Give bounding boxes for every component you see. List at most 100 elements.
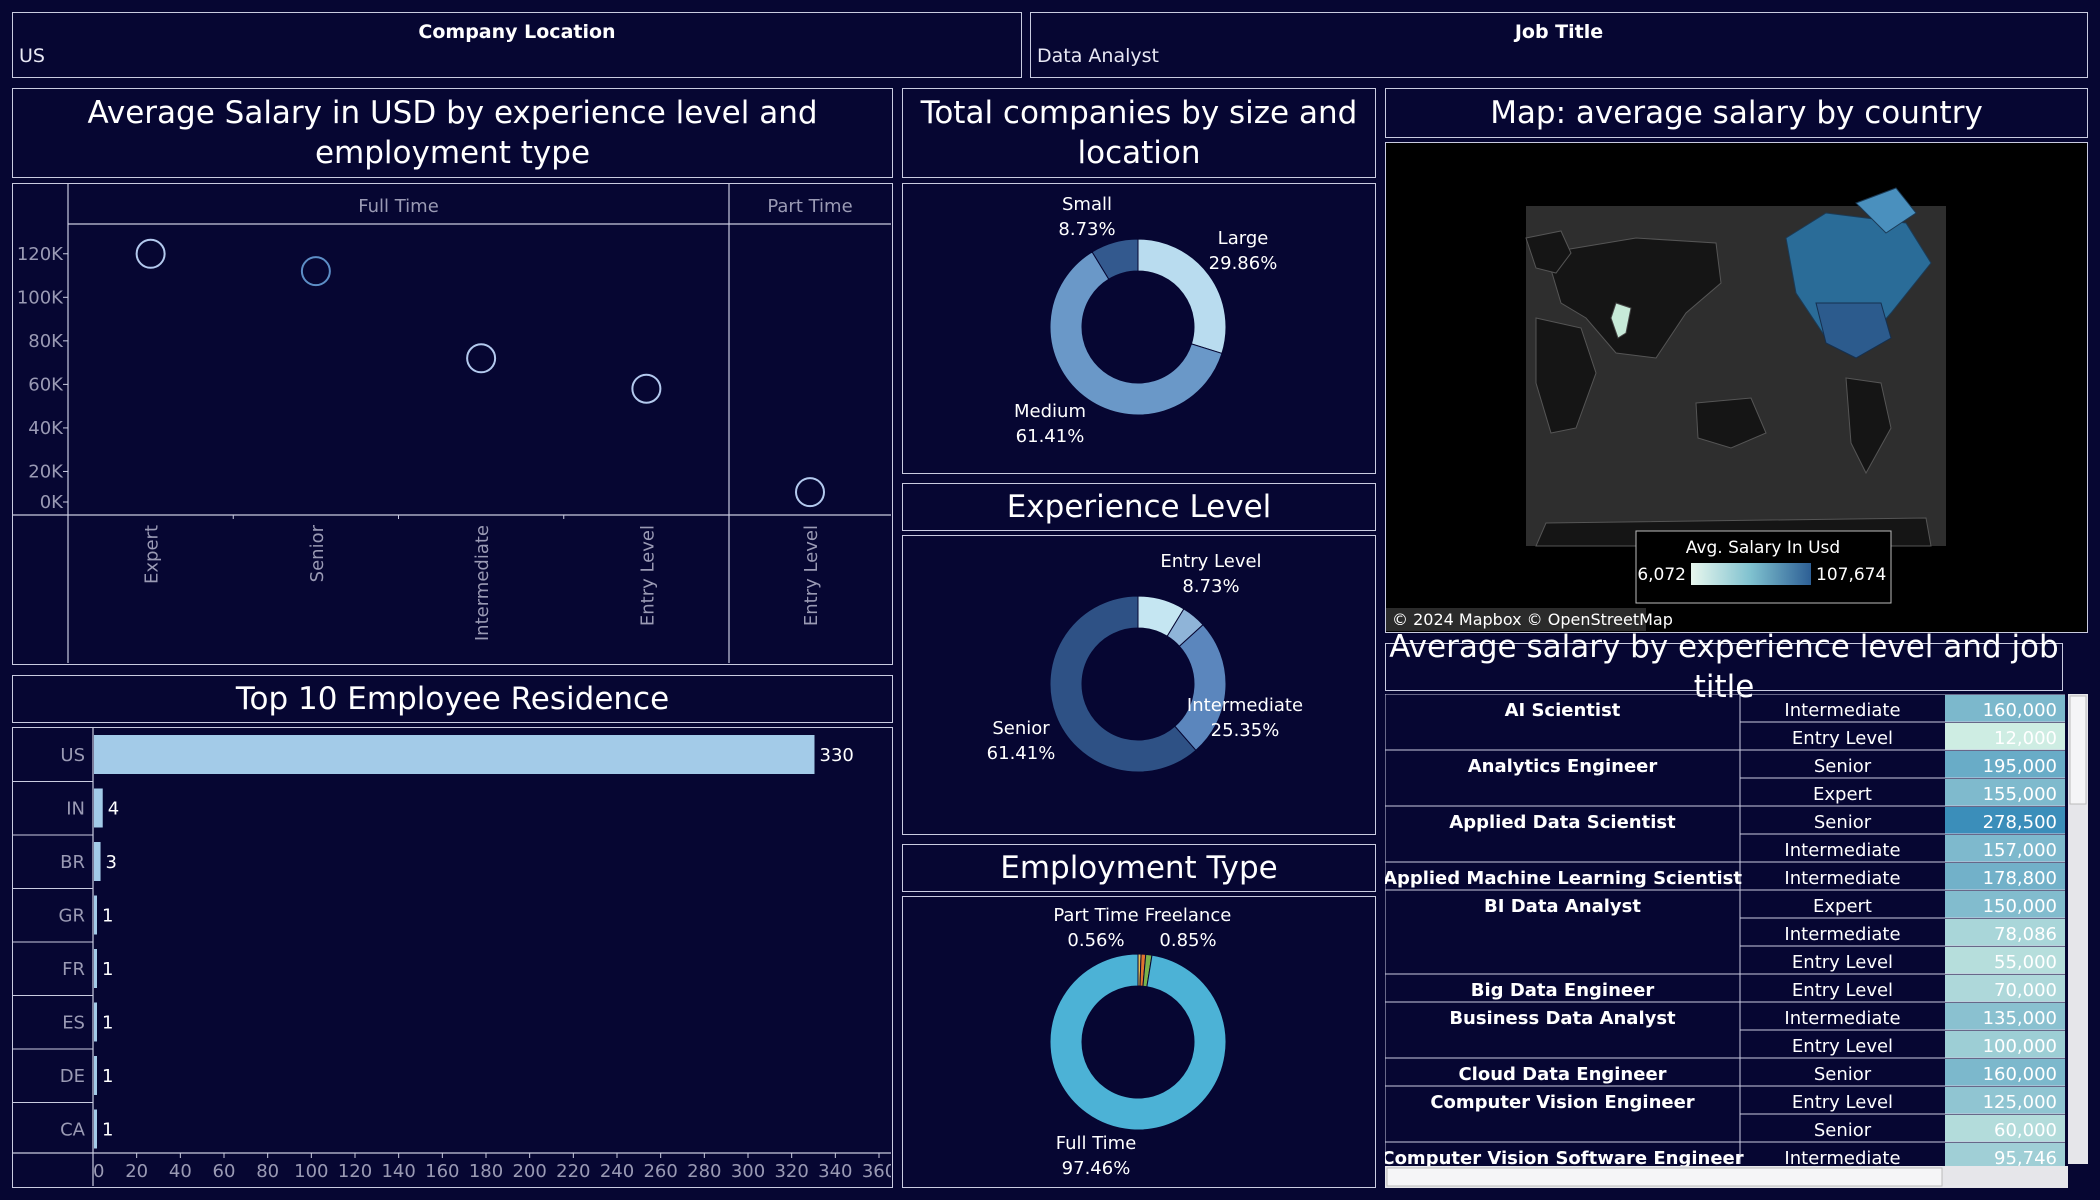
salary-cell: 178,800: [1983, 868, 2057, 889]
scatter-point: [795, 477, 825, 508]
map-attribution-bg: [1386, 608, 1646, 631]
slice-label: Entry Level: [1160, 551, 1261, 572]
bar-value-label: 4: [108, 799, 119, 820]
land-asia: [1545, 237, 1722, 359]
salary-cell-bg: [1945, 891, 2065, 918]
donut-slice: [1049, 251, 1223, 416]
table-scrollbar-thumb: [2069, 695, 2087, 805]
job-title-cell: Analytics Engineer: [1468, 756, 1658, 777]
job-title-filter[interactable]: Job Title Data Analyst: [1030, 12, 2088, 78]
experience-donut-chart: Entry Level 8.73% Intermediate 25.35% Senior…: [987, 551, 1303, 773]
residence-title: Top 10 Employee Residence: [12, 675, 893, 723]
scatter-point: [631, 373, 662, 404]
bar-category-label: FR: [62, 959, 85, 980]
bar: [94, 735, 815, 774]
x-tick-label: 360: [862, 1161, 891, 1182]
x-tick-label: 300: [731, 1161, 765, 1182]
company-location-value[interactable]: US: [19, 45, 45, 67]
map-panel[interactable]: Avg. Salary In Usd 6,072 107,674 © 2024 …: [1385, 142, 2088, 633]
bar-category-label: CA: [60, 1120, 86, 1141]
x-category-label: Entry Level: [801, 525, 822, 626]
experience-cell: Intermediate: [1784, 868, 1900, 889]
y-tick-label: 0K: [40, 492, 64, 513]
x-category-label: Entry Level: [637, 525, 658, 626]
salary-cell: 155,000: [1983, 784, 2057, 805]
salary-cell-bg: [1945, 975, 2065, 1002]
x-tick-label: 200: [512, 1161, 546, 1182]
company-location-label: Company Location: [418, 21, 616, 43]
experience-cell: Senior: [1814, 1064, 1872, 1085]
experience-cell: Entry Level: [1792, 1036, 1893, 1057]
bar-value-label: 1: [102, 1066, 113, 1087]
salary-cell: 160,000: [1983, 700, 2057, 721]
residence-title-text: Top 10 Employee Residence: [235, 681, 670, 717]
map-legend-max: 107,674: [1816, 565, 1886, 585]
experience-cell: Entry Level: [1792, 952, 1893, 973]
scatter-point: [466, 343, 497, 374]
experience-cell: Senior: [1814, 756, 1872, 777]
job-title-label: Job Title: [1514, 21, 1604, 43]
bar: [94, 1056, 97, 1095]
employment-donut-chart: Part Time 0.56% Freelance 0.85% Full Time 97.…: [1049, 905, 1231, 1179]
job-title-value[interactable]: Data Analyst: [1037, 45, 1159, 67]
scatter-chart: 120K 100K 80K 60K 40K 20K 0K Full Time Expert Sen…: [13, 184, 891, 663]
bar-value-label: 1: [102, 959, 113, 980]
bar: [94, 788, 103, 828]
x-tick-label: 260: [643, 1161, 677, 1182]
salary-cell-bg: [1945, 1031, 2065, 1058]
y-tick-label: 100K: [17, 287, 64, 308]
y-tick-label: 60K: [28, 374, 64, 395]
bar: [94, 842, 101, 881]
experience-cell: Intermediate: [1784, 1148, 1900, 1169]
slice-pct-label: 61.41%: [1016, 426, 1085, 447]
y-tick-label: 40K: [28, 418, 64, 439]
salary-cell: 160,000: [1983, 1064, 2057, 1085]
job-title-cell: Business Data Analyst: [1449, 1008, 1676, 1029]
bar-value-label: 1: [102, 1013, 113, 1034]
bar-category-label: BR: [60, 852, 85, 873]
bar-category-label: US: [60, 745, 85, 766]
salary-cell-bg: [1945, 1059, 2065, 1086]
salary-cell: 278,500: [1983, 812, 2057, 833]
experience-cell: Entry Level: [1792, 980, 1893, 1001]
scatter-title-text: Average Salary in USD by experience leve…: [87, 95, 818, 171]
companies-title-text: Total companies by size and location: [920, 95, 1358, 171]
companies-title: Total companies by size and location: [902, 88, 1376, 178]
salary-cell-bg: [1945, 1143, 2065, 1170]
salary-table-panel[interactable]: AI Scientist Intermediate 160,000 Entry Lev…: [1385, 694, 2088, 1188]
map-title: Map: average salary by country: [1385, 88, 2088, 138]
scatter-point: [135, 238, 166, 269]
experience-cell: Intermediate: [1784, 840, 1900, 861]
salary-cell: 195,000: [1983, 756, 2057, 777]
slice-pct-label: 25.35%: [1211, 720, 1280, 741]
job-title-cell: Applied Machine Learning Scientist: [1385, 868, 1742, 889]
bar-category-label: GR: [59, 906, 85, 927]
bar-category-label: IN: [66, 799, 85, 820]
bar: [94, 949, 97, 988]
x-tick-label: 120: [338, 1161, 372, 1182]
donut-slice: [1137, 238, 1227, 355]
x-tick-label: 180: [469, 1161, 503, 1182]
x-tick-label: 340: [818, 1161, 852, 1182]
experience-title: Experience Level: [902, 483, 1376, 531]
world-map[interactable]: Avg. Salary In Usd 6,072 107,674 © 2024 …: [1386, 143, 2086, 631]
company-location-filter[interactable]: Company Location US: [12, 12, 1022, 78]
y-tick-label: 120K: [17, 244, 64, 265]
salary-cell-bg: [1945, 863, 2065, 890]
job-title-cell: Cloud Data Engineer: [1458, 1064, 1666, 1085]
table-scrollbar-track: [2068, 694, 2088, 1164]
experience-cell: Intermediate: [1784, 1008, 1900, 1029]
companies-panel: Large 29.86% Medium 61.41% Small 8.73%: [902, 183, 1376, 474]
x-tick-label: 20: [125, 1161, 148, 1182]
map-legend-ramp: [1691, 563, 1811, 585]
map-title-text: Map: average salary by country: [1490, 95, 1983, 131]
x-category-label: Senior: [307, 524, 328, 582]
salary-cell: 78,086: [1994, 924, 2057, 945]
x-tick-label: 140: [381, 1161, 415, 1182]
bar: [94, 1002, 97, 1042]
salary-cell: 100,000: [1983, 1036, 2057, 1057]
x-tick-label: 320: [774, 1161, 808, 1182]
experience-cell: Intermediate: [1784, 700, 1900, 721]
slice-label: Large: [1218, 228, 1269, 249]
y-tick-label: 20K: [28, 461, 64, 482]
